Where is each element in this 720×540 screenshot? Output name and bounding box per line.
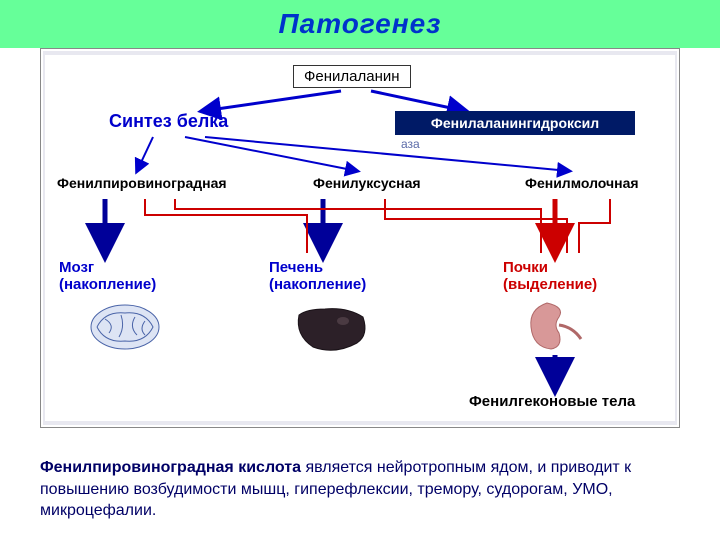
kidney-icon [523,297,589,355]
node-protein-synthesis: Синтез белка [109,111,228,132]
kidney-title: Почки [503,259,548,276]
node-lactic: Фенилмолочная [525,175,639,191]
title-bar: Патогенез [0,0,720,48]
node-brain-label: Мозг (накопление) [59,259,156,293]
node-kidney-label: Почки (выделение) [503,259,597,293]
liver-sub: (накопление) [269,276,366,293]
brain-sub: (накопление) [59,276,156,293]
page-title: Патогенез [279,8,442,40]
node-pyruvic: Фенилпировиноградная [57,175,227,191]
node-bodies: Фенилгеконовые тела [469,393,635,410]
node-enzyme-sub: аза [401,137,420,151]
diagram-container: Фенилаланин Синтез белка Фенилаланингидр… [40,48,680,428]
node-phenylalanine: Фенилаланин [293,65,411,88]
brain-icon [85,301,165,357]
brain-title: Мозг [59,259,94,276]
footer-description: Фенилпировиноградная кислота является не… [40,457,680,522]
liver-title: Печень [269,259,323,276]
liver-icon [291,301,373,357]
footer-bold: Фенилпировиноградная кислота [40,459,301,476]
node-enzyme: Фенилаланингидроксил [395,111,635,135]
node-acetic: Фенилуксусная [313,175,421,191]
node-liver-label: Печень (накопление) [269,259,366,293]
kidney-sub: (выделение) [503,276,597,293]
